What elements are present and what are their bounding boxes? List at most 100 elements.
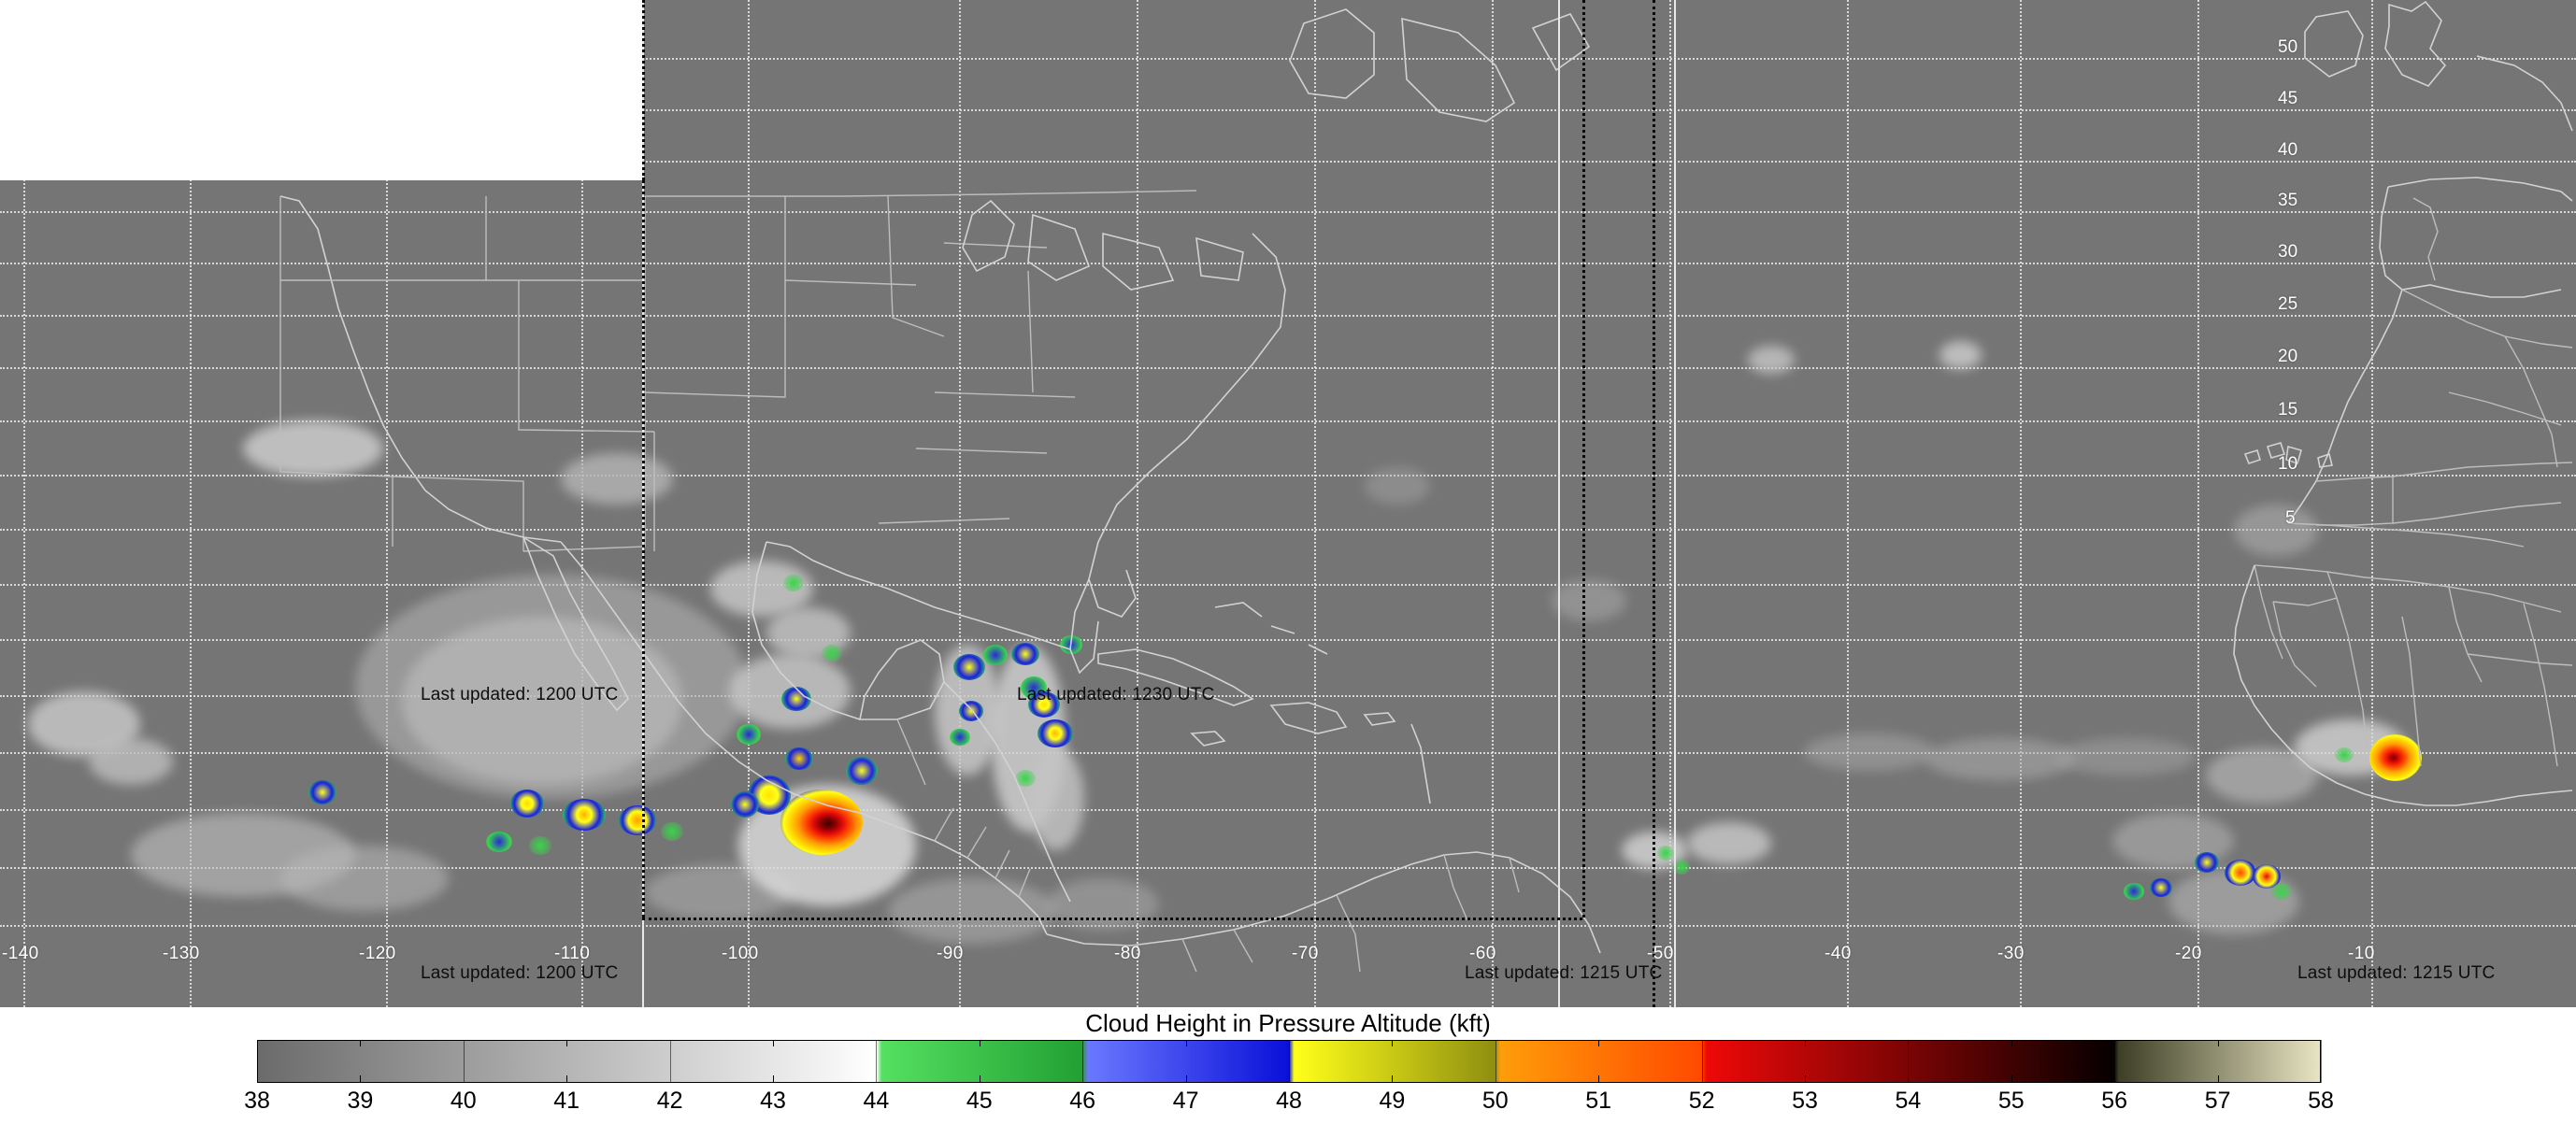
colorbar-tick xyxy=(1598,1040,1600,1046)
colorbar-tick-label: 49 xyxy=(1379,1088,1406,1114)
last-updated-stamp: Last updated: 1215 UTC xyxy=(2297,963,2496,983)
colorbar-tick xyxy=(2011,1040,2012,1046)
colorbar-area: Cloud Height in Pressure Altitude (kft) … xyxy=(0,1007,2576,1124)
cloud-mass xyxy=(888,878,1056,944)
lon-label: -100 xyxy=(722,944,759,963)
storm-cell-core xyxy=(783,575,804,591)
cloud-mass xyxy=(2056,738,2197,775)
colorbar-tick xyxy=(566,1040,568,1046)
colorbar-tick-labels: 38 39 40 41 42 43 44 45 46 47 48 49 50 51 52 53 54 55 56 57… xyxy=(244,1088,2334,1119)
sector-boundary-meteosat xyxy=(1653,0,1655,1007)
colorbar-tick-label: 45 xyxy=(966,1088,993,1114)
gridline-lon xyxy=(959,0,961,1007)
colorbar-tick-label: 56 xyxy=(2101,1088,2128,1114)
colorbar-tick-label: 43 xyxy=(760,1088,786,1114)
storm-cell-core xyxy=(2124,883,2144,900)
colorbar-tick xyxy=(1392,1075,1394,1082)
colorbar-tick xyxy=(876,1040,878,1083)
storm-cell-core xyxy=(1011,643,1039,665)
lon-label: -40 xyxy=(1825,944,1852,963)
colorbar-tick-label: 54 xyxy=(1895,1088,1922,1114)
colorbar-tick xyxy=(257,1040,258,1083)
storm-cell-core xyxy=(510,790,544,818)
colorbar-tick-label: 52 xyxy=(1688,1088,1715,1114)
cloud-mass xyxy=(1925,738,2075,780)
gridline-lat xyxy=(0,315,2576,317)
lat-label: 15 xyxy=(2278,400,2298,420)
colorbar-tick-label: 53 xyxy=(1792,1088,1818,1114)
storm-cell-core xyxy=(308,780,336,804)
colorbar-tick xyxy=(1701,1040,1703,1083)
sector-boundary-east xyxy=(1582,0,1585,918)
lon-label: -10 xyxy=(2348,944,2375,963)
colorbar-tick xyxy=(1289,1040,1290,1083)
storm-cell-core xyxy=(1673,860,1690,875)
lat-label: 40 xyxy=(2278,140,2298,160)
gridline-lat xyxy=(0,367,2576,369)
storm-cell-core xyxy=(953,654,985,680)
colorbar-tick xyxy=(1598,1075,1600,1082)
colorbar-tick xyxy=(1805,1075,1806,1082)
cloud-mass xyxy=(2234,505,2318,556)
storm-cell-core xyxy=(2271,883,2292,900)
storm-cell-core xyxy=(2150,878,2172,897)
colorbar-tick xyxy=(2114,1040,2116,1083)
cloud-mass xyxy=(561,453,673,505)
colorbar-tick-label: 50 xyxy=(1481,1088,1509,1114)
cloud-mass xyxy=(1047,878,1159,930)
gridline-lon xyxy=(1492,0,1494,1007)
lon-label: -60 xyxy=(1469,944,1496,963)
storm-cell-core xyxy=(780,790,863,855)
storm-cell-core xyxy=(619,805,656,835)
lat-label: 20 xyxy=(2278,347,2298,366)
gridline-lat xyxy=(0,809,2576,811)
colorbar-tick-label: 46 xyxy=(1069,1088,1096,1114)
colorbar-tick-label: 58 xyxy=(2308,1088,2334,1114)
colorbar-tick-label: 44 xyxy=(863,1088,890,1114)
storm-cell-core xyxy=(2335,747,2354,762)
colorbar-tick xyxy=(773,1040,774,1046)
colorbar-tick-label: 39 xyxy=(347,1088,374,1114)
storm-cell-core xyxy=(563,799,606,831)
gridline-lon xyxy=(1669,0,1671,1007)
colorbar-tick xyxy=(360,1040,362,1046)
cloud-mass xyxy=(1804,733,1935,771)
storm-cell-core xyxy=(661,822,683,841)
colorbar-tick xyxy=(669,1040,671,1083)
storm-cell-core xyxy=(785,747,813,770)
storm-cell-core xyxy=(2369,734,2422,781)
gridline-lat xyxy=(0,752,2576,754)
map-base-upper xyxy=(642,0,2576,180)
map-canvas[interactable]: -140 -130 -120 -110 -100 -90 -80 -70 -60… xyxy=(0,0,2576,1007)
cloud-mass xyxy=(1687,822,1771,864)
lon-label: -90 xyxy=(937,944,964,963)
colorbar-tick xyxy=(463,1040,465,1083)
colorbar-tick xyxy=(1392,1040,1394,1046)
colorbar-ticks xyxy=(257,1040,2322,1083)
storm-cell-core xyxy=(846,757,878,785)
gridline-lon xyxy=(1314,0,1316,1007)
colorbar-tick xyxy=(2321,1040,2322,1083)
cloud-mass xyxy=(280,846,449,911)
gridline-lon xyxy=(2020,0,2022,1007)
cloud-mass xyxy=(1939,341,1982,369)
storm-cell-core xyxy=(781,687,811,711)
cloud-mass xyxy=(1028,747,1084,850)
sector-boundary-south xyxy=(642,918,1582,920)
storm-cell-core xyxy=(1060,635,1082,654)
gridline-lat xyxy=(0,211,2576,213)
storm-cell-core xyxy=(529,836,551,855)
cloud-mass xyxy=(89,738,173,785)
lat-label: 25 xyxy=(2278,294,2298,314)
colorbar-tick-label: 57 xyxy=(2204,1088,2231,1114)
last-updated-stamp: Last updated: 1200 UTC xyxy=(421,963,619,983)
colorbar-tick xyxy=(2217,1075,2219,1082)
lat-label: 10 xyxy=(2278,454,2298,474)
colorbar-tick xyxy=(566,1075,568,1082)
storm-cell-core xyxy=(959,701,983,721)
colorbar[interactable] xyxy=(257,1040,2322,1083)
last-updated-stamp: Last updated: 1215 UTC xyxy=(1465,963,1663,983)
storm-cell-core xyxy=(1657,846,1674,861)
colorbar-tick-label: 55 xyxy=(1997,1088,2025,1114)
colorbar-tick xyxy=(360,1075,362,1082)
